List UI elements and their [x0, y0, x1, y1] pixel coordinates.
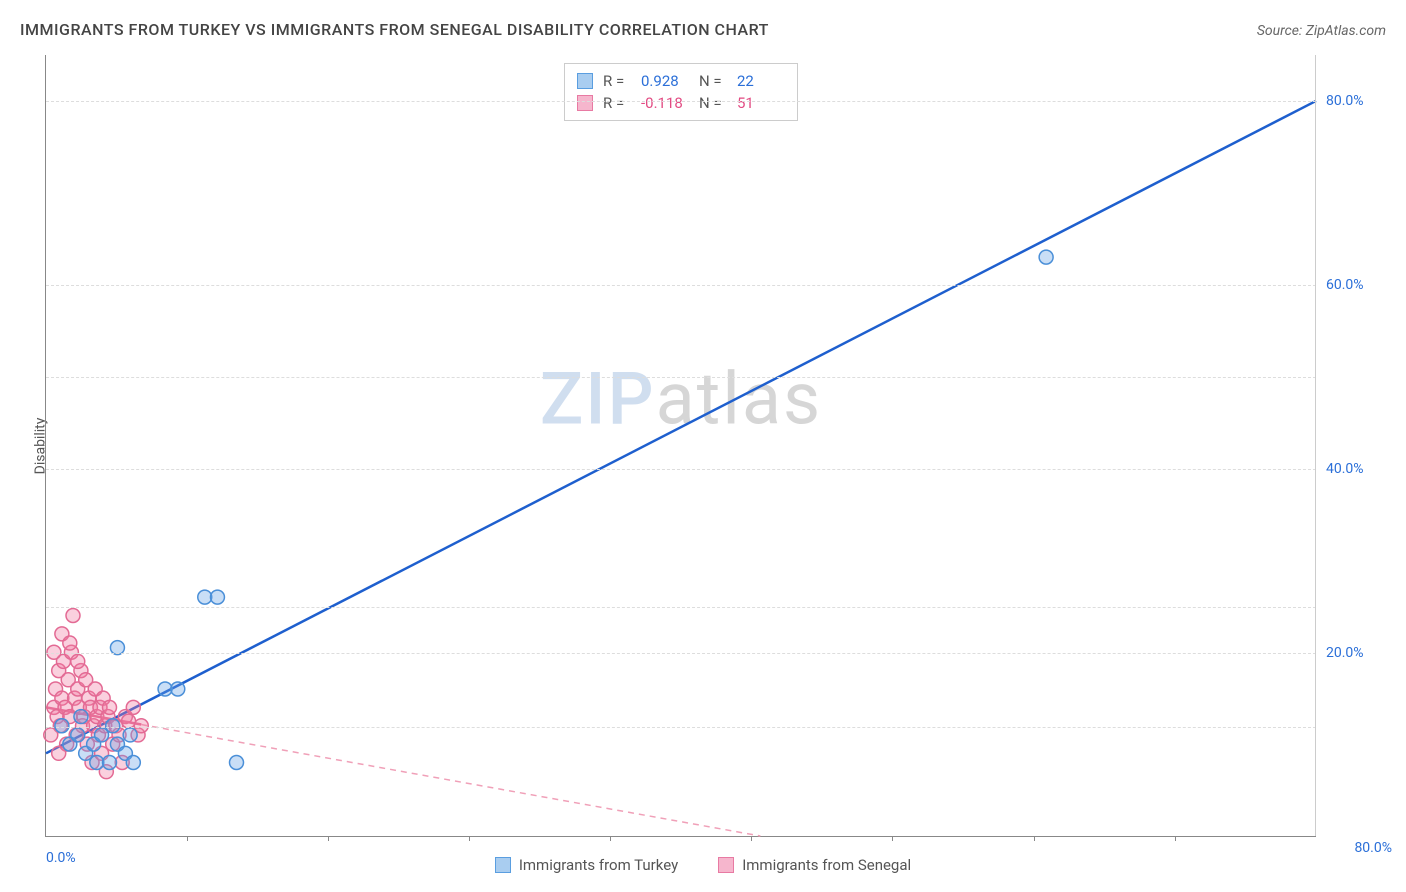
data-point	[90, 756, 104, 770]
x-tick	[1175, 836, 1176, 841]
stat-legend-row: R = -0.118 N = 51	[577, 92, 785, 114]
gridline	[46, 653, 1316, 654]
r-value: 0.928	[641, 72, 689, 90]
data-point	[123, 728, 137, 742]
y-tick-label: 80.0%	[1326, 93, 1386, 109]
x-tick	[187, 836, 188, 841]
data-point	[198, 590, 212, 604]
x-tick	[751, 836, 752, 841]
x-tick	[610, 836, 611, 841]
source-label: Source: ZipAtlas.com	[1257, 23, 1386, 39]
legend-item: Immigrants from Senegal	[718, 856, 911, 874]
x-tick-max: 80.0%	[1354, 840, 1392, 856]
legend-swatch	[495, 857, 511, 873]
data-point	[71, 728, 85, 742]
r-label: R =	[603, 72, 631, 90]
legend-swatch	[577, 73, 593, 89]
data-point	[126, 756, 140, 770]
data-point	[103, 756, 117, 770]
data-point	[171, 682, 185, 696]
gridline	[46, 101, 1316, 102]
trend-line-dashed	[141, 725, 760, 836]
y-tick-label: 40.0%	[1326, 461, 1386, 477]
x-tick	[469, 836, 470, 841]
n-label: N =	[699, 72, 727, 90]
chart-header: IMMIGRANTS FROM TURKEY VS IMMIGRANTS FRO…	[20, 20, 1386, 39]
gridline	[46, 469, 1316, 470]
r-value: -0.118	[641, 94, 689, 112]
stat-legend-box: R = 0.928 N = 22 R = -0.118 N = 51	[564, 63, 798, 121]
data-point	[230, 756, 244, 770]
data-point	[126, 700, 140, 714]
legend-swatch	[718, 857, 734, 873]
gridline	[46, 377, 1316, 378]
x-tick	[1034, 836, 1035, 841]
x-tick	[328, 836, 329, 841]
trend-line	[46, 101, 1316, 753]
n-value: 51	[737, 94, 785, 112]
data-point	[63, 636, 77, 650]
stat-legend-row: R = 0.928 N = 22	[577, 70, 785, 92]
series-legend: Immigrants from Turkey Immigrants from S…	[0, 856, 1406, 874]
n-label: N =	[699, 94, 727, 112]
x-tick	[892, 836, 893, 841]
data-point	[71, 654, 85, 668]
legend-swatch	[577, 95, 593, 111]
data-point	[1039, 250, 1053, 264]
data-point	[103, 700, 117, 714]
chart-title: IMMIGRANTS FROM TURKEY VS IMMIGRANTS FRO…	[20, 20, 769, 39]
gridline	[46, 727, 1316, 728]
gridline	[46, 285, 1316, 286]
data-point	[158, 682, 172, 696]
n-value: 22	[737, 72, 785, 90]
legend-item: Immigrants from Turkey	[495, 856, 678, 874]
legend-label: Immigrants from Senegal	[742, 856, 911, 874]
data-point	[210, 590, 224, 604]
r-label: R =	[603, 94, 631, 112]
data-point	[74, 710, 88, 724]
y-tick-label: 20.0%	[1326, 645, 1386, 661]
chart-plot-area: ZIPatlas R = 0.928 N = 22 R = -0.118 N =…	[45, 55, 1316, 837]
data-point	[66, 608, 80, 622]
legend-label: Immigrants from Turkey	[519, 856, 678, 874]
plot-svg	[46, 55, 1316, 836]
gridline	[46, 607, 1316, 608]
y-tick-label: 60.0%	[1326, 277, 1386, 293]
